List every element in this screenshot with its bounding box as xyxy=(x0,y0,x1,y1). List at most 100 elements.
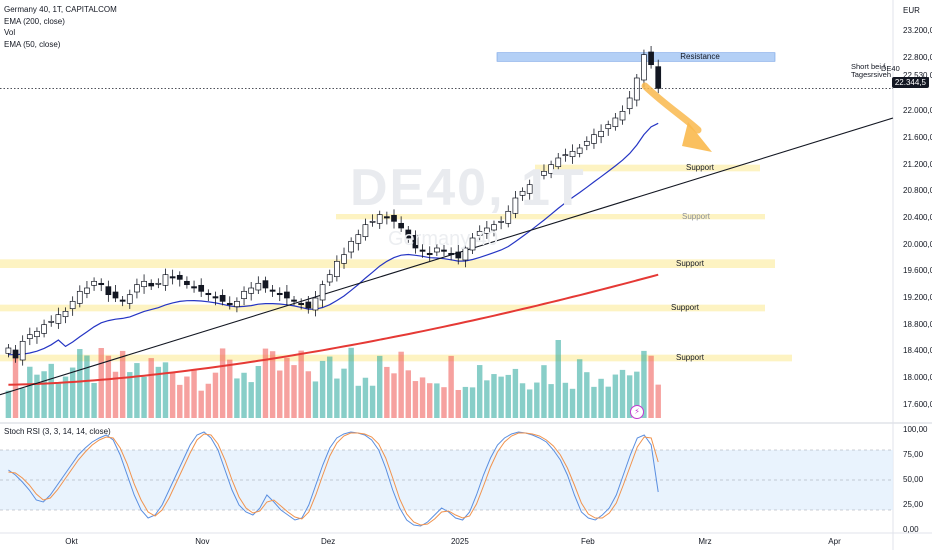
legend-ema50[interactable]: EMA (50, close) xyxy=(4,39,61,49)
candle-body xyxy=(112,291,119,299)
candle-body xyxy=(126,294,133,304)
volume-bar xyxy=(284,357,290,418)
candle-body xyxy=(69,300,76,310)
volume-bar xyxy=(534,382,540,418)
candle-body xyxy=(334,260,340,278)
volume-bar xyxy=(105,355,112,418)
candle-body xyxy=(262,280,269,289)
volume-bar xyxy=(19,388,26,418)
candle-body xyxy=(5,347,12,354)
volume-bar xyxy=(455,389,461,418)
volume-bar xyxy=(212,372,219,418)
candle-body xyxy=(134,284,140,293)
stoch-tick-label: 100,00 xyxy=(903,425,928,434)
volume-bar xyxy=(476,365,483,418)
candle-body xyxy=(26,334,33,340)
price-tick-label: 20.400,0 xyxy=(903,213,932,222)
candle-body xyxy=(198,284,205,292)
volume-bar xyxy=(576,359,583,418)
price-tick-label: 22.530,0 xyxy=(903,71,932,80)
volume-bar xyxy=(305,371,312,418)
legend-vol[interactable]: Vol xyxy=(4,28,16,37)
candle-body xyxy=(84,287,90,294)
volume-bar xyxy=(526,389,533,418)
volume-bar xyxy=(419,377,426,418)
volume-bar xyxy=(584,372,590,418)
candle-body xyxy=(583,140,590,146)
lightning-icon[interactable]: ⚡ xyxy=(630,405,644,419)
volume-bar xyxy=(34,374,40,418)
volume-bar xyxy=(98,348,104,418)
candle-body xyxy=(576,147,583,154)
volume-bar xyxy=(405,370,411,418)
candle-body xyxy=(433,247,440,253)
volume-bar xyxy=(191,369,197,418)
volume-bar xyxy=(569,388,576,418)
candle-body xyxy=(62,310,69,318)
volume-bar xyxy=(248,382,254,418)
price-tick-label: 22.800,0 xyxy=(903,53,932,62)
volume-bar xyxy=(384,366,390,418)
candle-body xyxy=(569,150,576,158)
candle-body xyxy=(512,197,519,214)
volume-bar xyxy=(484,380,490,418)
volume-bar xyxy=(641,350,647,418)
volume-bar xyxy=(41,371,47,418)
candle-body xyxy=(633,77,640,101)
short-note-line3: Tagesrsiveh xyxy=(851,70,892,79)
volume-bar xyxy=(619,369,626,418)
candle-body xyxy=(291,299,297,302)
price-tick-label: 18.800,0 xyxy=(903,319,932,329)
candle-body xyxy=(462,247,469,261)
volume-bar xyxy=(198,390,204,418)
candle-body xyxy=(348,240,355,253)
volume-bar xyxy=(377,355,383,418)
candle-body xyxy=(76,290,83,304)
candle-body xyxy=(526,184,533,194)
candle-body xyxy=(533,177,540,188)
stoch-rsi-label[interactable]: Stoch RSI (3, 3, 14, 14, close) xyxy=(4,427,111,436)
volume-bar xyxy=(462,386,469,418)
volume-bar xyxy=(127,372,133,418)
candle-body xyxy=(48,320,55,323)
support-zone xyxy=(0,354,792,362)
candle-body xyxy=(448,252,454,256)
volume-bar xyxy=(512,368,519,418)
legend-symbol[interactable]: Germany 40, 1T, CAPITALCOM xyxy=(4,5,117,14)
candle-body xyxy=(312,297,319,311)
stoch-d-line xyxy=(8,432,659,526)
ema50-line xyxy=(8,122,659,356)
candle-body xyxy=(155,282,162,285)
volume-bar xyxy=(169,372,176,418)
candle-body xyxy=(612,117,619,128)
candle-body xyxy=(241,290,247,300)
price-tick-label: 19.200,0 xyxy=(903,293,932,302)
volume-bar xyxy=(319,360,326,418)
candle-body xyxy=(191,286,197,289)
support-label: Support xyxy=(675,353,705,362)
price-tick-label: 18.000,0 xyxy=(903,373,932,382)
candle-body xyxy=(326,274,333,283)
candle-body xyxy=(605,124,612,130)
candle-body xyxy=(34,330,40,338)
time-tick-label: Apr xyxy=(828,537,841,546)
candle-body xyxy=(655,66,662,89)
volume-bar xyxy=(312,381,319,418)
stoch-tick-label: 25,00 xyxy=(903,500,924,509)
volume-bar xyxy=(55,383,62,418)
volume-bar xyxy=(491,374,497,418)
price-tick-label: 18.400,0 xyxy=(903,346,932,356)
legend-ema200[interactable]: EMA (200, close) xyxy=(4,16,65,26)
volume-bar xyxy=(112,371,119,418)
candle-body xyxy=(319,284,326,301)
candle-body xyxy=(498,220,504,223)
volume-bar xyxy=(469,387,476,418)
volume-bar xyxy=(341,368,347,418)
candle-body xyxy=(341,254,347,264)
candle-body xyxy=(505,210,512,224)
candle-body xyxy=(362,224,369,238)
candle-body xyxy=(491,224,497,231)
volume-bar xyxy=(362,377,369,418)
stoch-tick-label: 0,00 xyxy=(903,525,919,534)
candle-body xyxy=(284,291,290,299)
